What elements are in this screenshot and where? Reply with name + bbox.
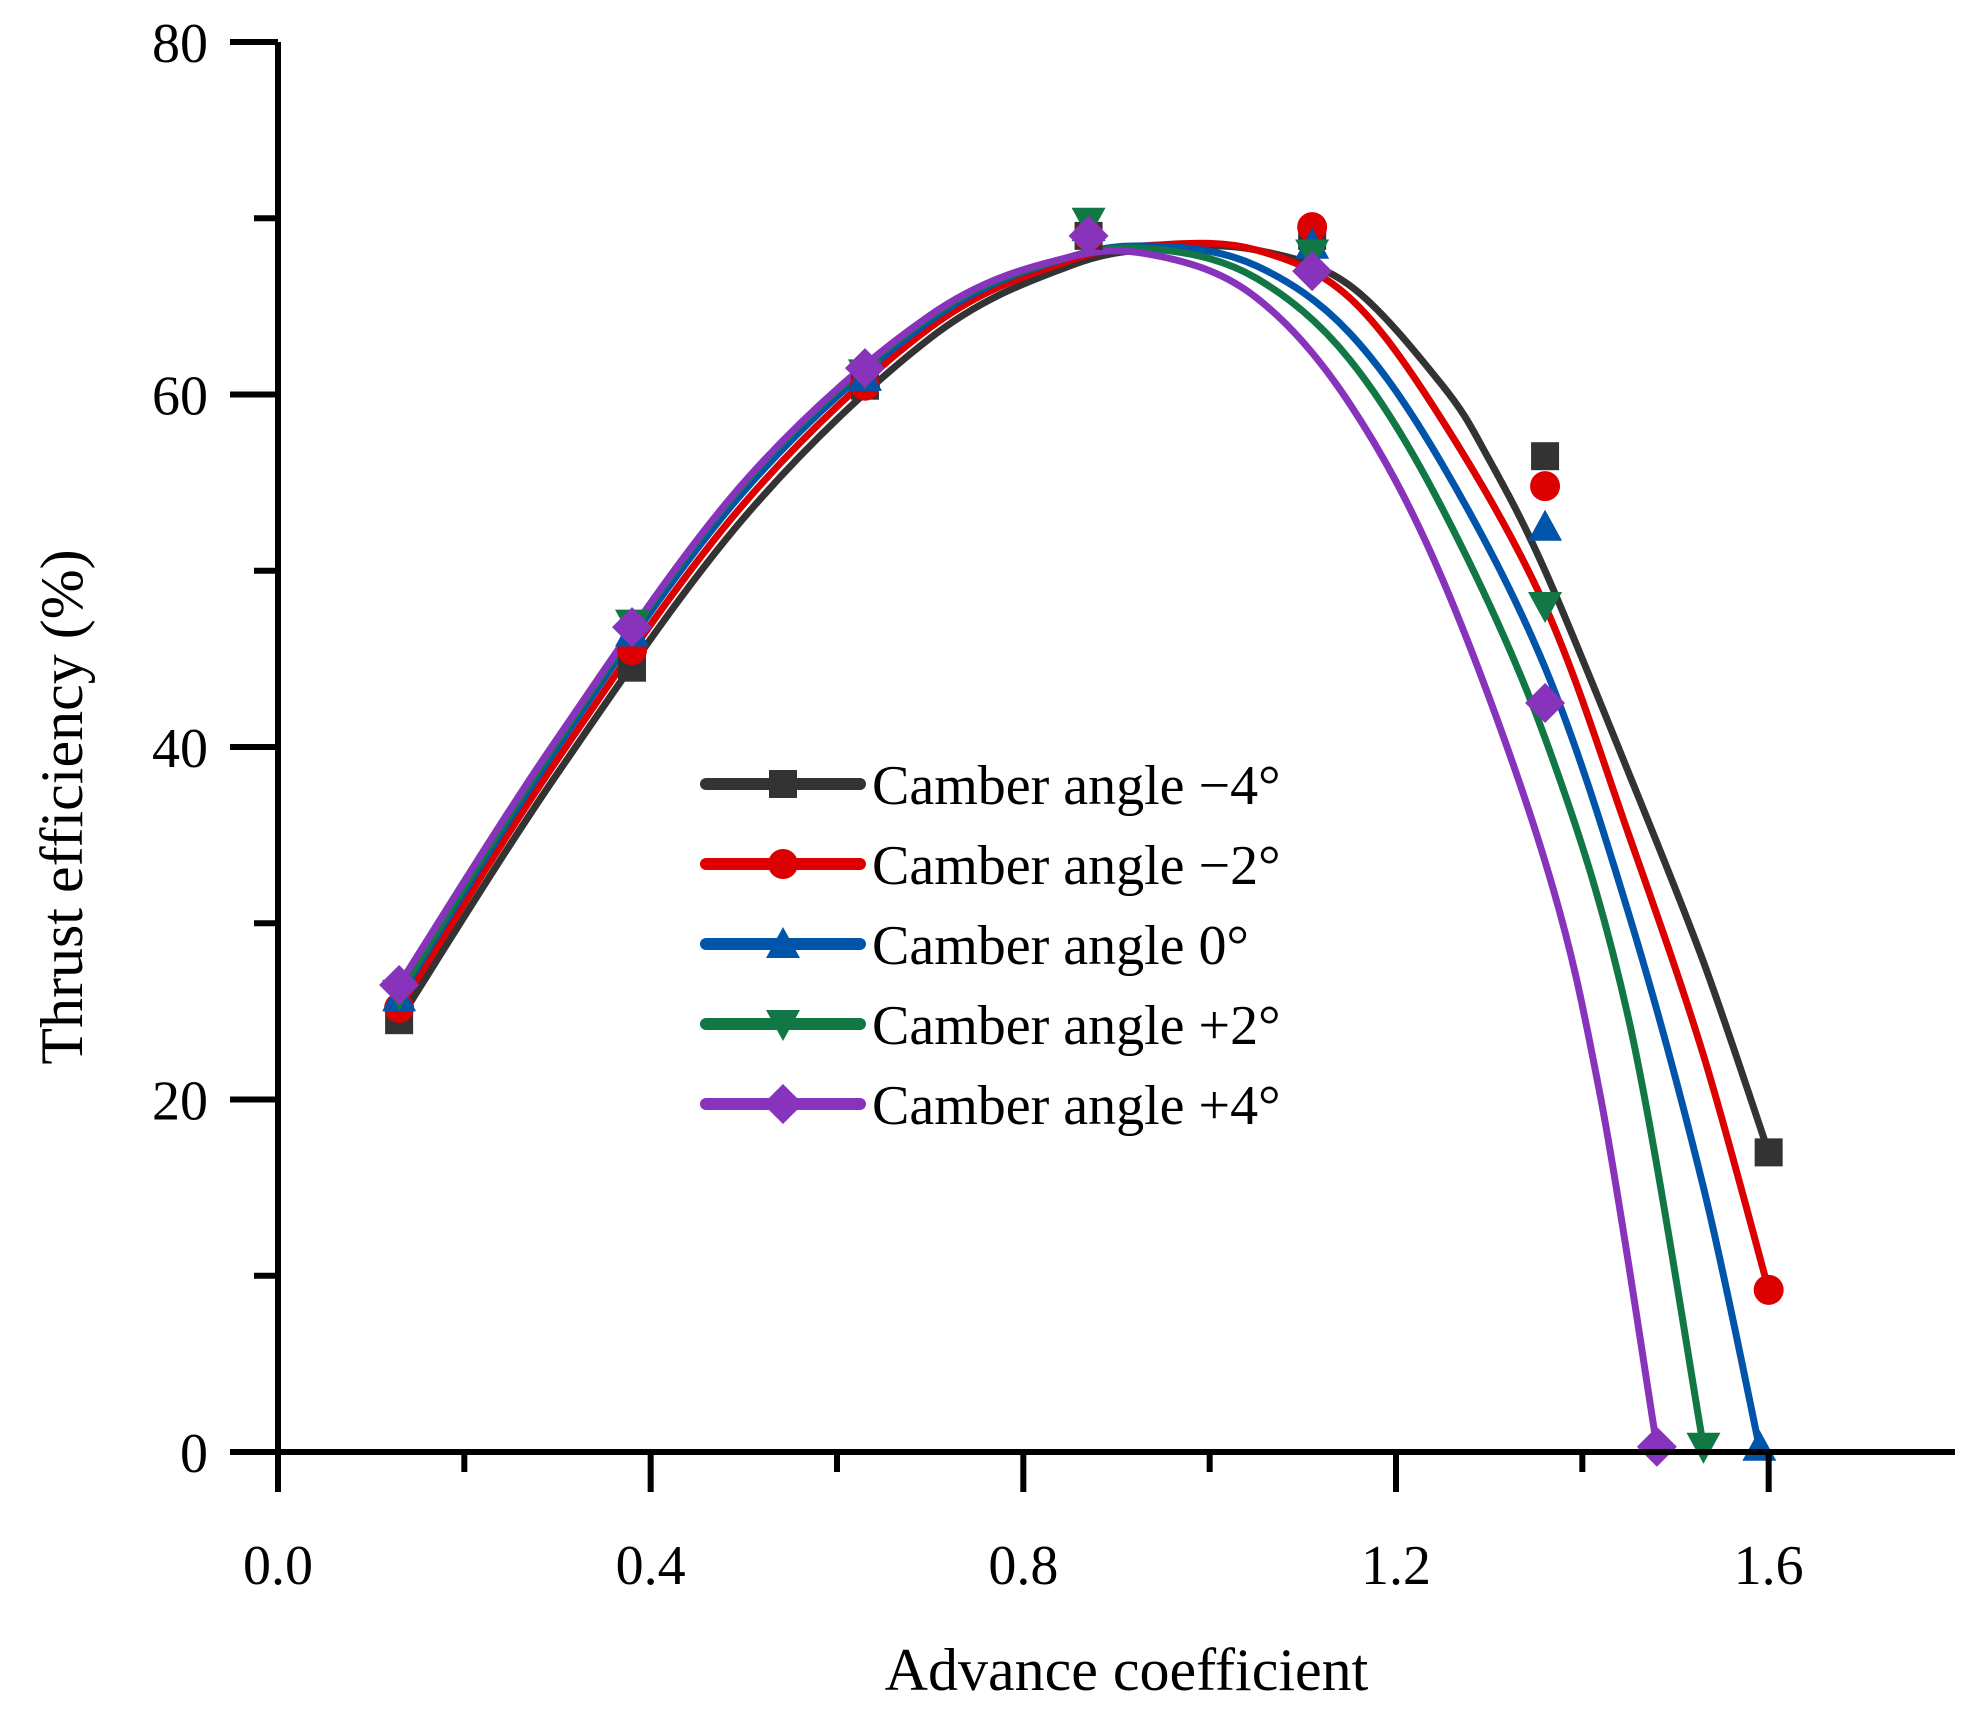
legend-item: Camber angle −2° [700, 835, 1281, 897]
data-point-series-4 [1636, 1426, 1677, 1467]
series-markers [379, 207, 1784, 1467]
x-axis-title: Advance coefficient [885, 1637, 1369, 1703]
y-axis-title: Thrust efficiency (%) [29, 549, 95, 1064]
data-point-series-0 [1531, 442, 1560, 471]
data-point-series-3 [1686, 1432, 1721, 1464]
axes: 0.0 0.4 0.8 1.2 1.6 0 20 40 60 80 [152, 13, 1955, 1597]
legend-label: Camber angle 0° [872, 915, 1249, 977]
data-point-series-2 [1528, 509, 1563, 541]
legend-item: Camber angle −4° [700, 755, 1281, 817]
series-line-1 [395, 239, 1773, 1294]
data-point-series-4 [612, 607, 653, 648]
legend-item: Camber angle 0° [700, 915, 1249, 977]
x-tick-label: 1.6 [1734, 1535, 1804, 1597]
data-point-series-1 [1753, 1274, 1784, 1305]
legend-label: Camber angle −4° [872, 755, 1281, 817]
x-ticks: 0.0 0.4 0.8 1.2 1.6 [243, 1452, 1804, 1597]
legend-label: Camber angle −2° [872, 835, 1281, 897]
legend-marker [768, 849, 798, 879]
x-tick-label: 0.4 [616, 1535, 686, 1597]
y-tick-label: 80 [152, 13, 208, 75]
legend-label: Camber angle +2° [872, 995, 1281, 1057]
y-ticks: 0 20 40 60 80 [152, 13, 278, 1485]
series-line-2 [395, 242, 1763, 1451]
legend-marker [766, 1010, 800, 1041]
series-lines [395, 239, 1773, 1451]
data-point-series-1 [1530, 471, 1561, 502]
y-tick-label: 20 [152, 1071, 208, 1133]
x-tick-label: 0.0 [243, 1535, 313, 1597]
data-point-series-4 [1292, 251, 1333, 292]
data-point-series-3 [1528, 592, 1563, 623]
legend-item: Camber angle +4° [700, 1075, 1281, 1137]
legend-marker [763, 1084, 803, 1124]
data-point-series-0 [1754, 1138, 1783, 1167]
data-point-series-1 [1297, 212, 1328, 243]
x-tick-label: 1.2 [1361, 1535, 1431, 1597]
legend: Camber angle −4° Camber angle −2° Camber a… [700, 755, 1281, 1137]
y-tick-label: 0 [180, 1423, 208, 1485]
series-line-4 [395, 247, 1661, 1451]
data-point-series-4 [379, 964, 420, 1005]
data-point-series-4 [1068, 215, 1109, 256]
legend-marker [769, 770, 797, 798]
y-tick-label: 40 [152, 718, 208, 780]
x-tick-label: 0.8 [988, 1535, 1058, 1597]
data-point-series-4 [1525, 682, 1566, 723]
legend-marker [766, 927, 800, 958]
legend-item: Camber angle +2° [700, 995, 1281, 1057]
data-point-series-4 [844, 348, 885, 389]
y-tick-label: 60 [152, 366, 208, 428]
legend-label: Camber angle +4° [872, 1075, 1281, 1137]
